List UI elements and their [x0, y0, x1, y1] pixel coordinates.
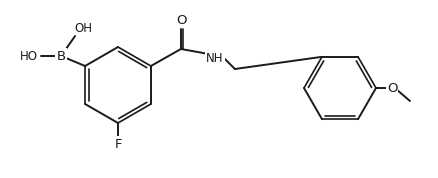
- Text: F: F: [114, 137, 122, 151]
- Text: B: B: [57, 49, 66, 62]
- Text: NH: NH: [206, 51, 224, 64]
- Text: HO: HO: [20, 49, 38, 62]
- Text: O: O: [387, 82, 397, 95]
- Text: O: O: [177, 14, 187, 27]
- Text: OH: OH: [74, 22, 92, 35]
